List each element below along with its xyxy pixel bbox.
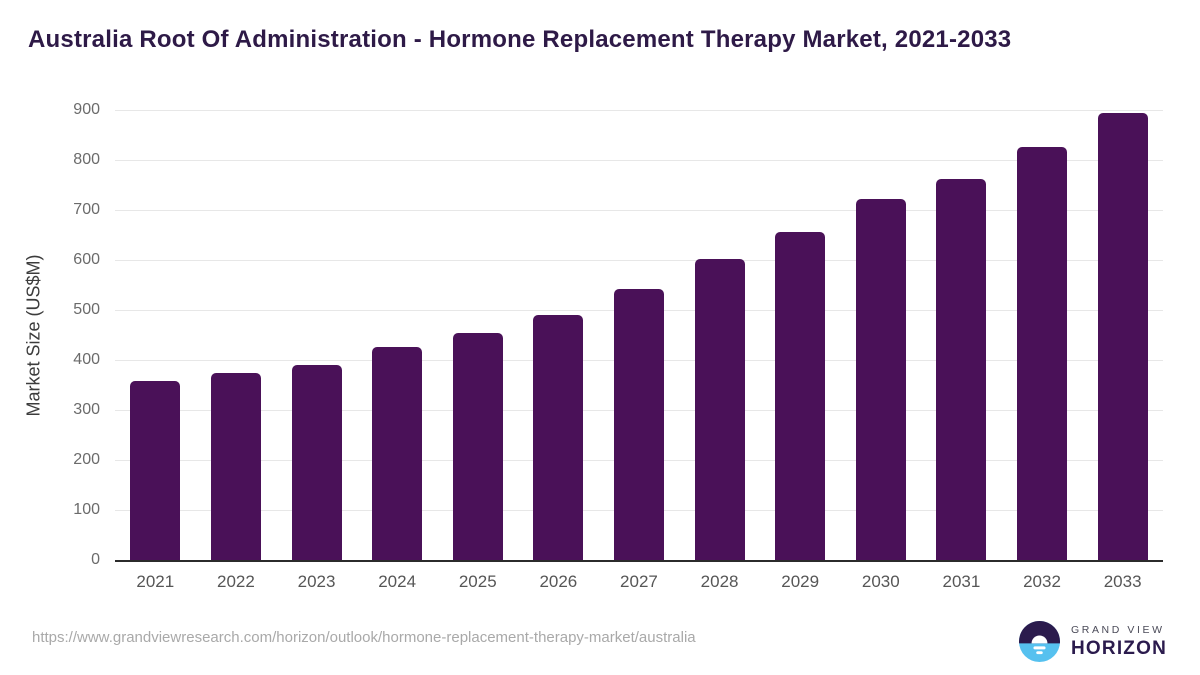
- bar-2028: [694, 259, 745, 560]
- y-tick-label-600: 600: [73, 251, 100, 268]
- bar-2024: [372, 347, 423, 560]
- bar-slot-2032: [1002, 110, 1083, 560]
- bar-2025: [452, 332, 503, 560]
- bar-slot-2031: [921, 110, 1002, 560]
- y-tick-label-100: 100: [73, 501, 100, 518]
- logo-text: GRAND VIEW HORIZON: [1071, 624, 1167, 660]
- plot-area: [115, 110, 1163, 562]
- y-tick-label-900: 900: [73, 101, 100, 118]
- bar-slot-2025: [437, 110, 518, 560]
- y-tick-label-300: 300: [73, 401, 100, 418]
- x-tick-label-2023: 2023: [297, 572, 336, 591]
- bar-2033: [1097, 112, 1148, 560]
- bar-slot-2024: [357, 110, 438, 560]
- bar-2027: [613, 288, 664, 560]
- bar-2021: [130, 381, 181, 560]
- bar-slot-2023: [276, 110, 357, 560]
- grand-view-horizon-logo: GRAND VIEW HORIZON: [1019, 621, 1167, 662]
- x-tick-label-2022: 2022: [217, 572, 255, 591]
- logo-brand-bottom: HORIZON: [1071, 637, 1168, 659]
- gridline: [115, 260, 1163, 261]
- gridline: [115, 110, 1163, 111]
- bar-2026: [533, 314, 584, 560]
- x-tick-label-2024: 2024: [378, 572, 417, 591]
- bar-2022: [210, 372, 261, 560]
- bar-slot-2033: [1082, 110, 1163, 560]
- bar-slot-2027: [599, 110, 680, 560]
- bar-2029: [775, 232, 826, 560]
- gridline: [115, 160, 1163, 161]
- x-tick-label-2032: 2032: [1023, 572, 1061, 591]
- bars: [115, 110, 1163, 560]
- y-tick-label-0: 0: [91, 551, 100, 568]
- x-tick-label-2031: 2031: [942, 572, 981, 591]
- x-tick-label-2026: 2026: [539, 572, 578, 591]
- y-tick-label-200: 200: [73, 451, 100, 468]
- bar-2023: [291, 364, 342, 560]
- horizon-sunset-icon: [1019, 621, 1060, 662]
- y-tick-label-400: 400: [73, 351, 100, 368]
- y-tick-label-700: 700: [73, 201, 100, 218]
- y-tick-label-800: 800: [73, 151, 100, 168]
- bar-slot-2028: [679, 110, 760, 560]
- bar-slot-2022: [196, 110, 277, 560]
- y-tick-labels: 0 100 200 300 400 500 600 700 800 900: [0, 101, 100, 568]
- chart-title: Australia Root Of Administration - Hormo…: [28, 26, 1012, 53]
- gridline: [115, 210, 1163, 211]
- x-tick-label-2021: 2021: [136, 572, 175, 591]
- x-tick-label-2033: 2033: [1103, 572, 1142, 591]
- bar-2032: [1017, 146, 1067, 560]
- x-tick-labels: 2021 2022 2023 2024 2025 2026 2027 2028 2029 2030…: [115, 572, 1163, 592]
- bar-2030: [855, 199, 906, 560]
- bar-slot-2030: [840, 110, 921, 560]
- bar-slot-2029: [760, 110, 841, 560]
- logo-brand-top: GRAND VIEW: [1071, 623, 1165, 636]
- x-tick-label-2028: 2028: [700, 572, 739, 591]
- x-tick-label-2029: 2029: [781, 572, 820, 591]
- x-tick-label-2030: 2030: [861, 572, 900, 591]
- bar-slot-2021: [115, 110, 196, 560]
- y-tick-label-500: 500: [73, 301, 100, 318]
- x-tick-label-2027: 2027: [620, 572, 658, 591]
- source-url: https://www.grandviewresearch.com/horizo…: [32, 629, 696, 646]
- bar-slot-2026: [518, 110, 599, 560]
- bar-2031: [936, 179, 987, 560]
- x-tick-label-2025: 2025: [458, 572, 497, 591]
